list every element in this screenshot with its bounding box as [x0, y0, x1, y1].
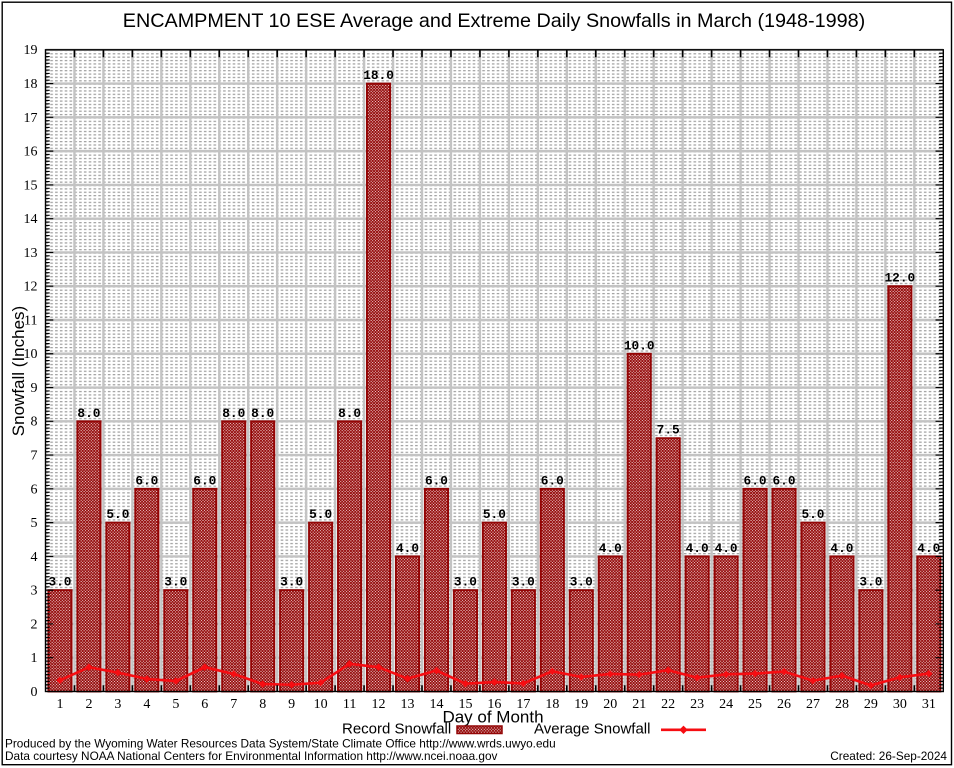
- svg-text:23: 23: [690, 697, 704, 712]
- svg-text:21: 21: [632, 697, 646, 712]
- svg-text:20: 20: [603, 697, 617, 712]
- svg-text:18: 18: [24, 77, 38, 92]
- svg-text:12: 12: [24, 280, 38, 295]
- svg-text:6: 6: [201, 697, 208, 712]
- svg-text:2: 2: [31, 617, 38, 632]
- svg-text:7: 7: [230, 697, 237, 712]
- svg-text:4.0: 4.0: [715, 541, 738, 556]
- svg-text:13: 13: [24, 246, 38, 261]
- svg-text:14: 14: [429, 697, 443, 712]
- svg-text:Created: 26-Sep-2024: Created: 26-Sep-2024: [830, 749, 947, 763]
- svg-text:29: 29: [864, 697, 878, 712]
- svg-text:9: 9: [31, 381, 38, 396]
- svg-text:3.0: 3.0: [48, 575, 71, 590]
- svg-text:5: 5: [172, 697, 179, 712]
- svg-text:25: 25: [748, 697, 762, 712]
- svg-text:6.0: 6.0: [541, 473, 564, 488]
- svg-text:4.0: 4.0: [599, 541, 622, 556]
- svg-text:18.0: 18.0: [363, 68, 394, 83]
- svg-text:Produced by the Wyoming Water: Produced by the Wyoming Water Resources …: [5, 737, 556, 751]
- svg-text:4.0: 4.0: [917, 541, 940, 556]
- svg-text:6: 6: [31, 482, 38, 497]
- svg-text:8.0: 8.0: [77, 406, 100, 421]
- svg-text:4.0: 4.0: [830, 541, 853, 556]
- svg-text:8: 8: [259, 697, 266, 712]
- svg-text:15: 15: [458, 697, 472, 712]
- svg-text:13: 13: [401, 697, 415, 712]
- svg-text:8.0: 8.0: [251, 406, 274, 421]
- svg-text:1: 1: [31, 651, 38, 666]
- svg-text:4.0: 4.0: [686, 541, 709, 556]
- svg-text:4: 4: [143, 697, 150, 712]
- svg-text:8.0: 8.0: [338, 406, 361, 421]
- svg-text:4: 4: [31, 550, 38, 565]
- svg-text:7: 7: [31, 448, 38, 463]
- svg-text:31: 31: [922, 697, 936, 712]
- svg-text:10.0: 10.0: [624, 338, 655, 353]
- svg-text:16: 16: [487, 697, 501, 712]
- svg-text:26: 26: [777, 697, 791, 712]
- svg-text:9: 9: [288, 697, 295, 712]
- svg-text:27: 27: [806, 697, 820, 712]
- svg-text:4.0: 4.0: [396, 541, 419, 556]
- svg-text:6.0: 6.0: [193, 473, 216, 488]
- svg-text:Data courtesy NOAA National Ce: Data courtesy NOAA National Centers for …: [5, 749, 498, 763]
- svg-text:3.0: 3.0: [164, 575, 187, 590]
- svg-text:30: 30: [893, 697, 907, 712]
- svg-text:14: 14: [24, 212, 38, 227]
- svg-text:8: 8: [31, 415, 38, 430]
- svg-text:0: 0: [31, 685, 38, 700]
- svg-text:6.0: 6.0: [744, 473, 767, 488]
- svg-text:3: 3: [31, 584, 38, 599]
- svg-text:10: 10: [314, 697, 328, 712]
- svg-text:3.0: 3.0: [512, 575, 535, 590]
- svg-text:12: 12: [372, 697, 386, 712]
- svg-text:5.0: 5.0: [106, 507, 129, 522]
- svg-text:Snowfall (Inches): Snowfall (Inches): [9, 306, 28, 436]
- svg-text:10: 10: [24, 347, 38, 362]
- svg-text:Average Snowfall: Average Snowfall: [534, 721, 650, 738]
- svg-text:6.0: 6.0: [772, 473, 795, 488]
- svg-text:22: 22: [661, 697, 675, 712]
- svg-text:28: 28: [835, 697, 849, 712]
- svg-text:19: 19: [24, 43, 38, 58]
- svg-text:Record Snowfall: Record Snowfall: [342, 721, 451, 738]
- svg-text:3.0: 3.0: [570, 575, 593, 590]
- svg-text:5.0: 5.0: [483, 507, 506, 522]
- svg-text:6.0: 6.0: [425, 473, 448, 488]
- svg-text:3: 3: [114, 697, 121, 712]
- svg-text:5.0: 5.0: [801, 507, 824, 522]
- svg-text:Day of Month: Day of Month: [442, 708, 543, 727]
- svg-text:12.0: 12.0: [885, 271, 916, 286]
- svg-text:11: 11: [24, 313, 37, 328]
- svg-text:6.0: 6.0: [135, 473, 158, 488]
- svg-text:3.0: 3.0: [454, 575, 477, 590]
- svg-text:17: 17: [24, 111, 38, 126]
- svg-text:17: 17: [516, 697, 530, 712]
- svg-text:18: 18: [545, 697, 559, 712]
- svg-text:2: 2: [85, 697, 92, 712]
- svg-text:7.5: 7.5: [657, 423, 680, 438]
- svg-text:3.0: 3.0: [859, 575, 882, 590]
- svg-text:5.0: 5.0: [309, 507, 332, 522]
- svg-text:16: 16: [24, 145, 38, 160]
- svg-text:3.0: 3.0: [280, 575, 303, 590]
- svg-text:ENCAMPMENT 10 ESE Average and: ENCAMPMENT 10 ESE Average and Extreme Da…: [123, 10, 866, 32]
- svg-text:19: 19: [574, 697, 588, 712]
- svg-text:11: 11: [343, 697, 356, 712]
- svg-text:5: 5: [31, 516, 38, 531]
- svg-text:8.0: 8.0: [222, 406, 245, 421]
- svg-text:1: 1: [56, 697, 63, 712]
- svg-text:15: 15: [24, 178, 38, 193]
- svg-text:24: 24: [719, 697, 733, 712]
